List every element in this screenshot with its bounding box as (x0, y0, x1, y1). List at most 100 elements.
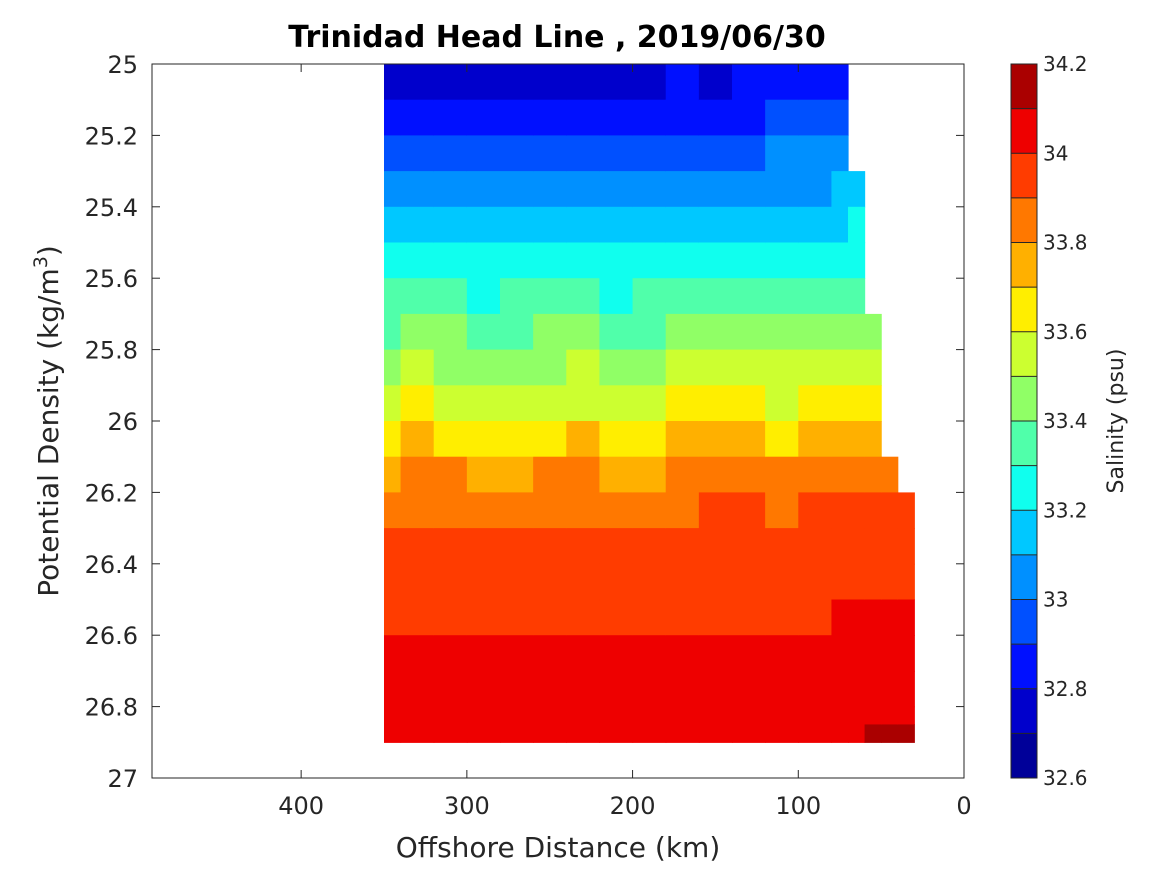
contour-cell (433, 599, 468, 636)
contour-cell (466, 99, 501, 136)
contour-cell (533, 528, 567, 565)
y-tick-label: 25.8 (85, 337, 138, 365)
contour-cell (848, 171, 866, 208)
contour-cell (384, 563, 402, 601)
contour-cell (881, 724, 899, 743)
contour-cell (848, 456, 866, 493)
colorbar-tick-label: 32.6 (1043, 766, 1088, 790)
contour-cell (831, 563, 849, 601)
contour-cell (765, 706, 799, 726)
contour-cell (466, 528, 501, 565)
contour-cell (632, 492, 667, 529)
contour-cell (732, 278, 766, 315)
contour-cell (500, 599, 534, 636)
y-axis-title-superscript: 3 (30, 256, 52, 268)
contour-cell (500, 313, 534, 351)
contour-cell (632, 349, 667, 386)
contour-cell (665, 135, 700, 172)
contour-cell (698, 135, 733, 172)
contour-cell (466, 421, 501, 458)
colorbar-tick-label: 33 (1043, 588, 1068, 612)
contour-cell (848, 724, 866, 743)
contour-cell (732, 599, 766, 636)
contour-cell (665, 171, 700, 208)
contour-cell (400, 242, 435, 279)
contour-cell (400, 670, 435, 708)
contour-cell (566, 492, 601, 529)
contour-cell (466, 349, 501, 386)
contour-cell (831, 528, 849, 565)
contour-cell (500, 242, 534, 279)
contour-cell (798, 206, 833, 244)
contour-cell (831, 135, 849, 172)
contour-cell (665, 492, 700, 529)
contour-cell (533, 706, 567, 726)
contour-cell (765, 492, 799, 529)
contour-cell (599, 599, 634, 636)
y-tick-label: 25.4 (85, 194, 138, 222)
contour-cell (599, 421, 634, 458)
contour-cell (732, 528, 766, 565)
colorbar-frame (1010, 63, 1038, 779)
contour-cell (384, 99, 402, 136)
contour-cell (732, 206, 766, 244)
contour-cell (798, 724, 833, 743)
contour-cell (466, 456, 501, 493)
contour-cell (400, 385, 435, 422)
contour-cell (384, 635, 402, 672)
contour-cell (765, 456, 799, 493)
colorbar-swatch (1011, 421, 1037, 467)
contour-cell (599, 242, 634, 279)
contour-cell (384, 706, 402, 726)
contour-cell (599, 313, 634, 351)
contour-cell (533, 313, 567, 351)
contour-cell (599, 456, 634, 493)
contour-cell (433, 635, 468, 672)
contour-cell (765, 528, 799, 565)
contour-cell (665, 563, 700, 601)
contour-cell (466, 313, 501, 351)
contour-cell (400, 171, 435, 208)
contour-cell (433, 706, 468, 726)
contour-cell (500, 492, 534, 529)
contour-cell (732, 349, 766, 386)
contour-cell (566, 206, 601, 244)
contour-cell (466, 278, 501, 315)
contour-cell (848, 349, 866, 386)
contour-cell (665, 670, 700, 708)
contour-cell (599, 670, 634, 708)
contour-cell (798, 635, 833, 672)
contour-cell (698, 349, 733, 386)
contour-cell (848, 706, 866, 726)
contour-cell (533, 492, 567, 529)
colorbar-swatch (1011, 197, 1037, 243)
contour-cell (632, 99, 667, 136)
contour-cell (765, 313, 799, 351)
colorbar-tick-label: 33.6 (1043, 320, 1088, 344)
contour-cell (864, 706, 882, 726)
x-tick-label: 400 (278, 792, 324, 820)
contour-cell (566, 528, 601, 565)
contour-cell (897, 563, 915, 601)
y-axis-title: Potential Density (kg/m3) (30, 245, 65, 597)
contour-cell (848, 421, 866, 458)
contour-cell (732, 724, 766, 743)
contour-cell (765, 171, 799, 208)
contour-cell (533, 64, 567, 101)
contour-cell (632, 135, 667, 172)
contour-cell (599, 385, 634, 422)
contour-cell (831, 385, 849, 422)
contour-cell (466, 599, 501, 636)
contour-cell (384, 528, 402, 565)
contour-cell (400, 635, 435, 672)
contour-cell (466, 670, 501, 708)
contour-cell (566, 171, 601, 208)
contour-cell (500, 135, 534, 172)
contour-cell (400, 724, 435, 743)
contour-cell (500, 421, 534, 458)
colorbar-tick-label: 33.4 (1043, 409, 1088, 433)
contour-cell (831, 242, 849, 279)
contour-cell (384, 492, 402, 529)
contour-cell (400, 421, 435, 458)
contour-cell (665, 421, 700, 458)
